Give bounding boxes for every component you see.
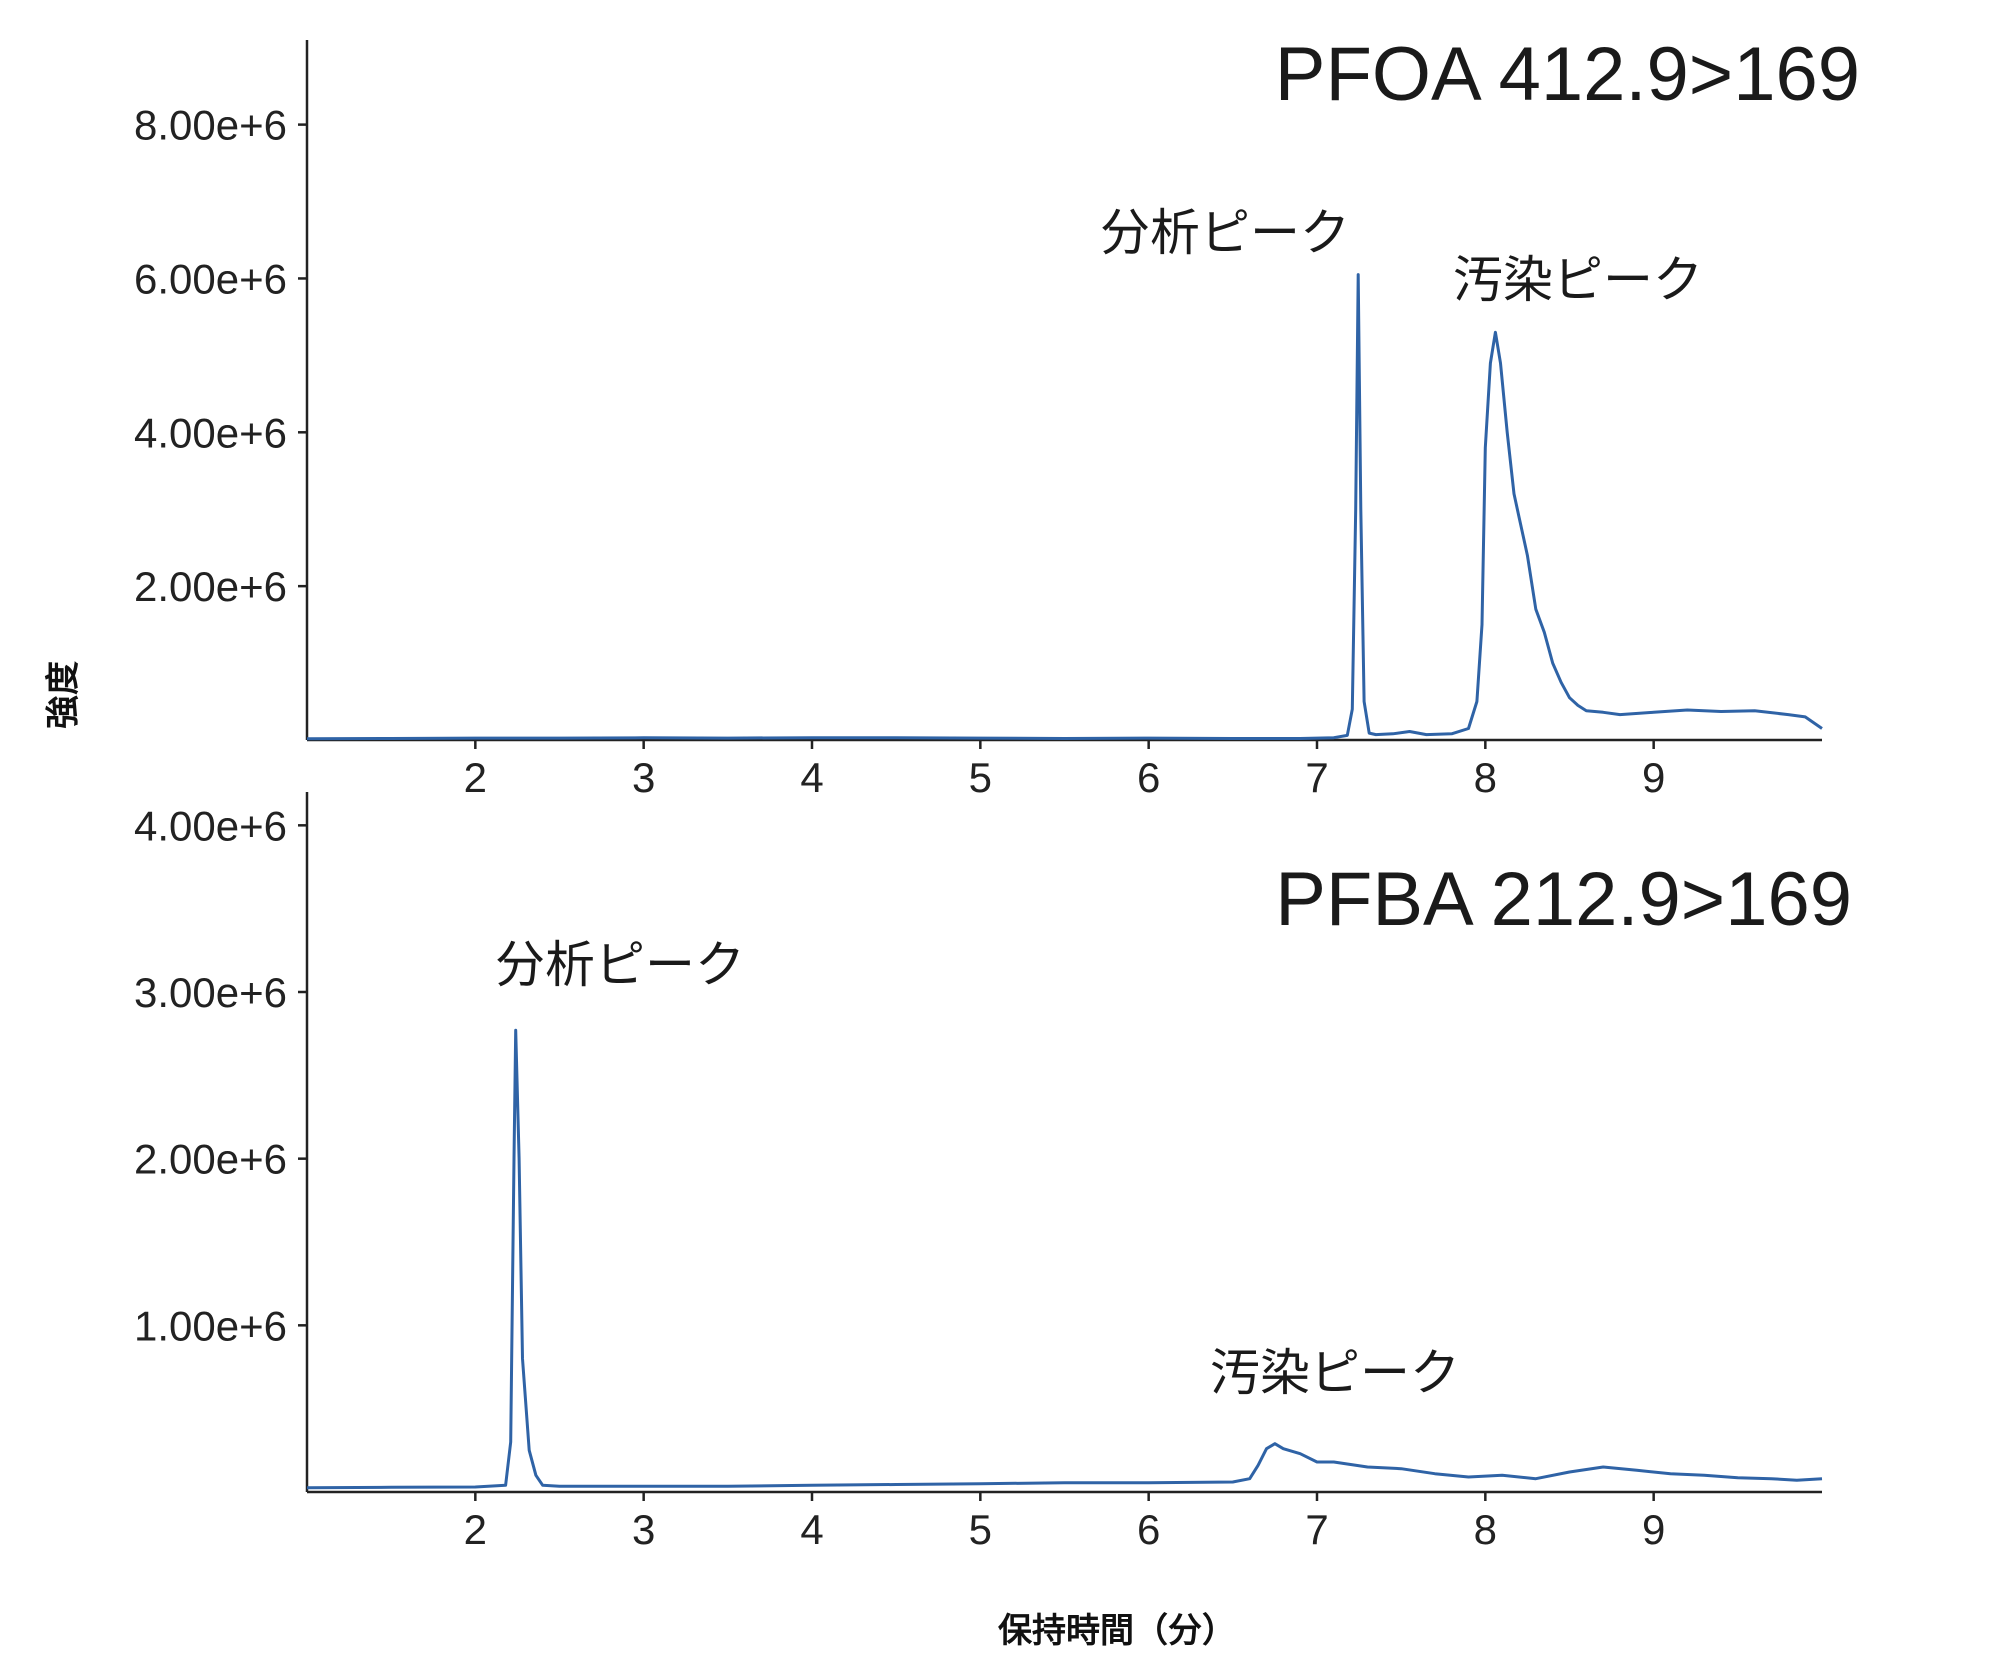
x-tick-label: 5: [969, 754, 992, 801]
x-tick-label: 9: [1642, 1506, 1665, 1553]
y-tick-label: 1.00e+6: [134, 1302, 287, 1349]
x-tick-label: 8: [1474, 754, 1497, 801]
pfba-chromatogram-panel: 2 3 4 5 6 7 8 9 1.00e+6 2.00e+6 3.00e+6 4.00e+6 PF…: [134, 792, 1852, 1553]
pfba-y-ticks: 1.00e+6 2.00e+6 3.00e+6 4.00e+6: [134, 802, 307, 1349]
pfba-x-ticks: 2 3 4 5 6 7 8 9: [464, 1492, 1665, 1553]
x-tick-label: 4: [800, 1506, 823, 1553]
pfoa-analysis-peak-label: 分析ピーク: [1100, 204, 1350, 262]
pfba-panel-title: PFBA 212.9>169: [1275, 857, 1852, 942]
x-tick-label: 7: [1305, 754, 1328, 801]
y-tick-label: 6.00e+6: [134, 255, 287, 302]
x-tick-label: 4: [800, 754, 823, 801]
y-tick-label: 4.00e+6: [134, 802, 287, 849]
y-tick-label: 4.00e+6: [134, 409, 287, 456]
x-axis-label: 保持時間（分）: [998, 1611, 1236, 1651]
pfoa-chromatogram-panel: 2 3 4 5 6 7 8 9 2.00e+6 4.00e+6 6.00e+6 8.00e+6 PF…: [134, 32, 1860, 801]
pfoa-trace-line: [306, 273, 1823, 741]
pfoa-x-ticks: 2 3 4 5 6 7 8 9: [464, 740, 1665, 801]
pfoa-y-ticks: 2.00e+6 4.00e+6 6.00e+6 8.00e+6: [134, 102, 307, 610]
x-tick-label: 6: [1137, 754, 1160, 801]
x-tick-label: 6: [1137, 1506, 1160, 1553]
y-axis-label: 強度: [44, 661, 84, 729]
pfba-analysis-peak-label: 分析ピーク: [495, 936, 745, 994]
pfba-trace-line: [306, 1028, 1823, 1490]
pfoa-axes: [305, 40, 1822, 742]
x-tick-label: 5: [969, 1506, 992, 1553]
x-tick-label: 7: [1305, 1506, 1328, 1553]
y-tick-label: 8.00e+6: [134, 102, 287, 149]
pfoa-panel-title: PFOA 412.9>169: [1275, 32, 1860, 117]
y-tick-label: 3.00e+6: [134, 969, 287, 1016]
x-tick-label: 2: [464, 1506, 487, 1553]
x-tick-label: 2: [464, 754, 487, 801]
x-tick-label: 3: [632, 1506, 655, 1553]
y-tick-label: 2.00e+6: [134, 1136, 287, 1183]
pfoa-contamination-peak-label: 汚染ピーク: [1453, 251, 1703, 309]
x-tick-label: 3: [632, 754, 655, 801]
y-tick-label: 2.00e+6: [134, 563, 287, 610]
pfba-contamination-peak-label: 汚染ピーク: [1210, 1344, 1460, 1402]
pfba-axes: [305, 792, 1822, 1494]
x-tick-label: 8: [1474, 1506, 1497, 1553]
x-tick-label: 9: [1642, 754, 1665, 801]
